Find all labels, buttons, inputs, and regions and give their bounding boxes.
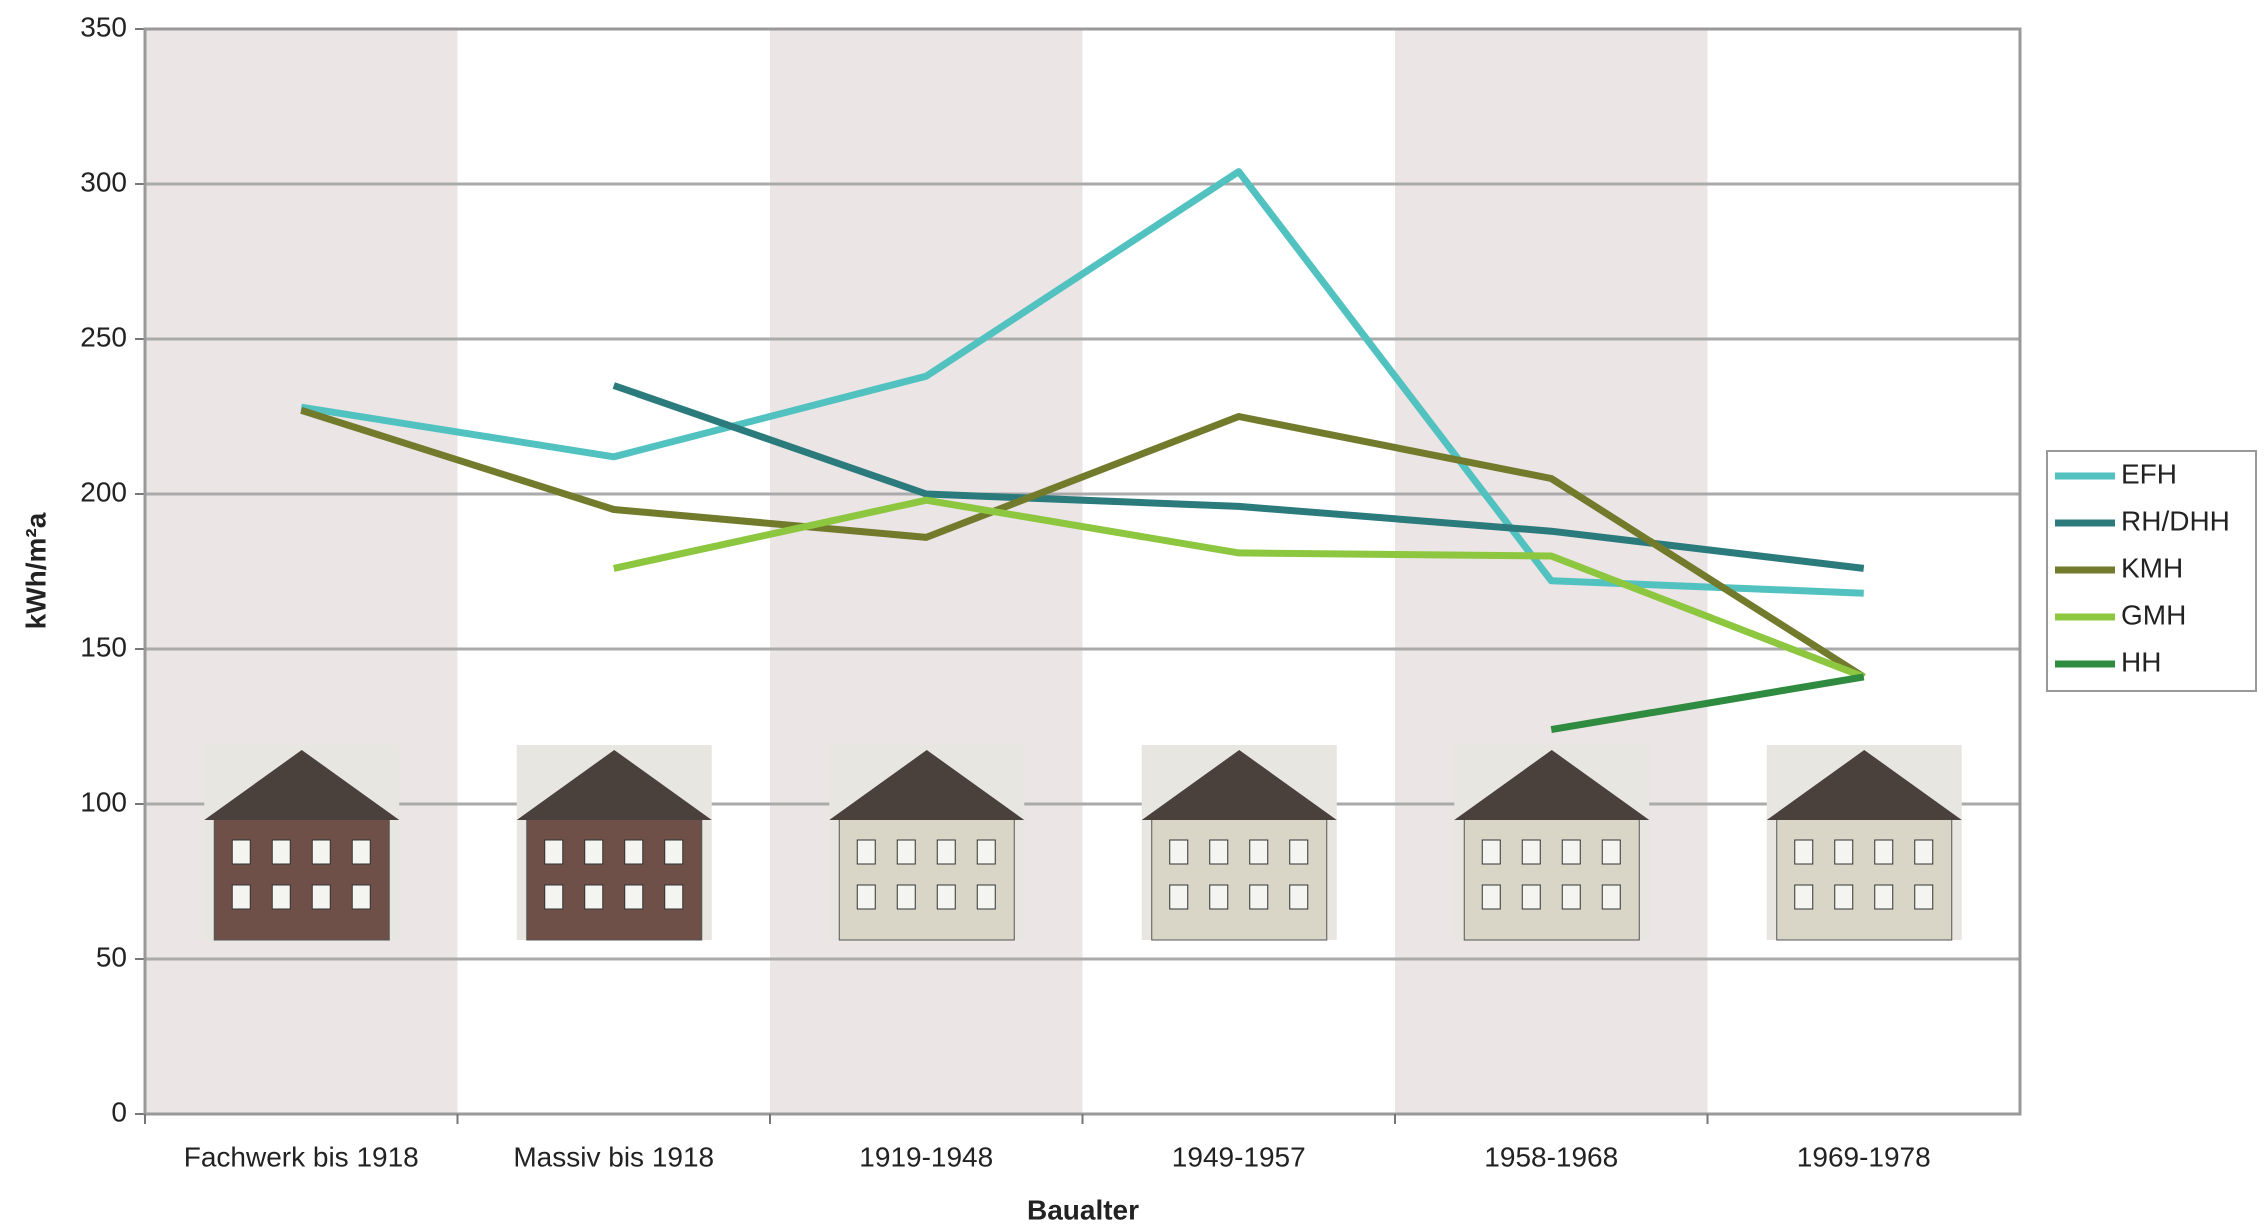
house-window (857, 840, 875, 864)
house-picture (829, 745, 1024, 940)
house-picture (1454, 745, 1649, 940)
house-window (1875, 885, 1893, 909)
y-tick-label: 0 (111, 1096, 127, 1127)
house-picture (204, 745, 399, 940)
house-window (1562, 840, 1580, 864)
house-window (977, 885, 995, 909)
house-window (1210, 840, 1228, 864)
house-wall (1152, 815, 1327, 940)
house-wall (1777, 815, 1952, 940)
house-wall (839, 815, 1014, 940)
y-tick-label: 150 (80, 631, 127, 662)
plot-band (458, 29, 771, 1114)
house-window (1795, 885, 1813, 909)
x-tick-label: 1969-1978 (1797, 1141, 1931, 1172)
plot-band (1395, 29, 1708, 1114)
house-window (1522, 885, 1540, 909)
house-window (272, 885, 290, 909)
house-picture (517, 745, 712, 940)
house-window (585, 840, 603, 864)
house-window (272, 840, 290, 864)
house-window (1482, 840, 1500, 864)
house-window (1210, 885, 1228, 909)
house-window (665, 840, 683, 864)
house-window (937, 840, 955, 864)
legend-label: HH (2121, 646, 2161, 677)
house-window (1915, 885, 1933, 909)
y-tick-label: 100 (80, 786, 127, 817)
chart: Baualter kWh/m²a 0 50 100 150 200 250 300 350 Fa… (0, 0, 2268, 1230)
house-window (1795, 840, 1813, 864)
house-window (625, 885, 643, 909)
house-window (1290, 840, 1308, 864)
y-axis-title: kWh/m²a (20, 512, 51, 629)
house-wall (1464, 815, 1639, 940)
house-window (1170, 840, 1188, 864)
house-window (585, 885, 603, 909)
house-window (897, 840, 915, 864)
y-tick-label: 50 (96, 941, 127, 972)
house-window (937, 885, 955, 909)
page: {"chart_data": {"type": "line", "x_label… (0, 0, 2268, 1230)
y-tick-label: 300 (80, 166, 127, 197)
house-window (1602, 840, 1620, 864)
house-window (1170, 885, 1188, 909)
house-window (1290, 885, 1308, 909)
house-window (232, 840, 250, 864)
legend-label: EFH (2121, 458, 2177, 489)
x-tick-label: 1919-1948 (859, 1141, 993, 1172)
house-window (665, 885, 683, 909)
legend-label: GMH (2121, 599, 2186, 630)
house-window (1915, 840, 1933, 864)
legend-label: KMH (2121, 552, 2183, 583)
x-tick-label: Fachwerk bis 1918 (184, 1141, 419, 1172)
house-window (1250, 840, 1268, 864)
x-tick-label: 1949-1957 (1172, 1141, 1306, 1172)
x-axis-title: Baualter (1027, 1194, 1139, 1225)
x-tick-label: Massiv bis 1918 (513, 1141, 714, 1172)
house-window (977, 840, 995, 864)
house-window (1562, 885, 1580, 909)
house-window (1835, 885, 1853, 909)
house-window (352, 840, 370, 864)
house-picture (1767, 745, 1962, 940)
plot-band (1083, 29, 1396, 1114)
y-tick-label: 200 (80, 476, 127, 507)
house-window (232, 885, 250, 909)
plot-band (145, 29, 458, 1114)
legend-label: RH/DHH (2121, 505, 2230, 536)
house-window (312, 840, 330, 864)
house-window (545, 840, 563, 864)
house-window (312, 885, 330, 909)
house-window (625, 840, 643, 864)
house-window (1482, 885, 1500, 909)
house-window (1522, 840, 1540, 864)
house-wall (527, 815, 702, 940)
house-window (352, 885, 370, 909)
y-tick-label: 350 (80, 11, 127, 42)
house-picture (1142, 745, 1337, 940)
plot-band (1708, 29, 2021, 1114)
y-tick-label: 250 (80, 321, 127, 352)
house-window (897, 885, 915, 909)
x-tick-label: 1958-1968 (1484, 1141, 1618, 1172)
house-window (545, 885, 563, 909)
house-window (1875, 840, 1893, 864)
house-window (1602, 885, 1620, 909)
house-wall (214, 815, 389, 940)
house-window (1835, 840, 1853, 864)
house-window (857, 885, 875, 909)
plot-band (770, 29, 1083, 1114)
house-window (1250, 885, 1268, 909)
